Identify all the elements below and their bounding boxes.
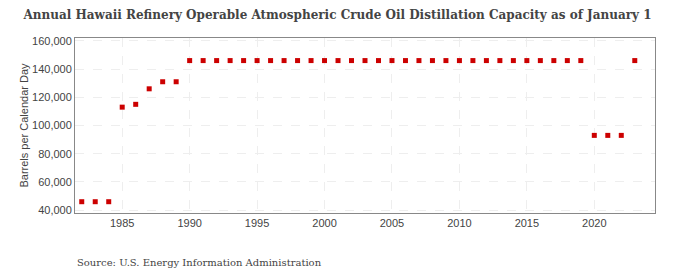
svg-text:2005: 2005 — [380, 217, 404, 229]
svg-text:60,000: 60,000 — [38, 176, 72, 188]
svg-text:160,000: 160,000 — [32, 35, 72, 47]
svg-text:Barrels per Calendar Day: Barrels per Calendar Day — [18, 63, 30, 188]
svg-text:2020: 2020 — [582, 217, 606, 229]
svg-text:80,000: 80,000 — [38, 148, 72, 160]
svg-text:Source: U.S. Energy Informatio: Source: U.S. Energy Information Administ… — [77, 257, 322, 268]
svg-text:1995: 1995 — [245, 217, 269, 229]
svg-text:2000: 2000 — [312, 217, 336, 229]
svg-text:120,000: 120,000 — [32, 91, 72, 103]
svg-text:1990: 1990 — [177, 217, 201, 229]
svg-text:40,000: 40,000 — [38, 204, 72, 216]
svg-text:100,000: 100,000 — [32, 119, 72, 131]
svg-text:2010: 2010 — [447, 217, 471, 229]
svg-text:1985: 1985 — [110, 217, 134, 229]
svg-text:Annual Hawaii Refinery Operabl: Annual Hawaii Refinery Operable Atmosphe… — [22, 8, 651, 22]
svg-text:2015: 2015 — [515, 217, 539, 229]
svg-text:140,000: 140,000 — [32, 63, 72, 75]
